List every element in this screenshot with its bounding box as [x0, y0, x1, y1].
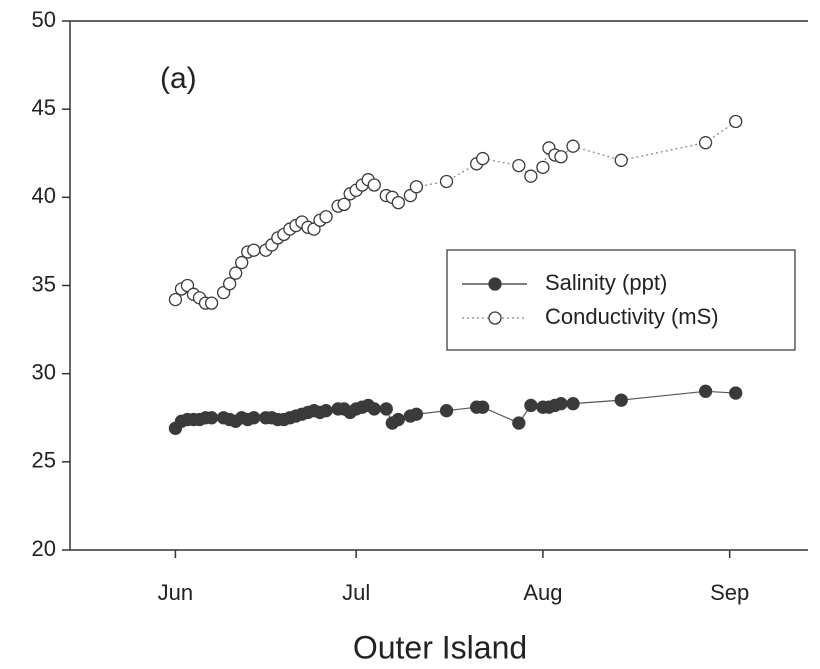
data-point [367, 178, 381, 192]
x-axis-label: Outer Island [353, 629, 527, 665]
data-point [554, 150, 568, 164]
y-tick-label: 30 [32, 359, 56, 384]
data-point [614, 393, 628, 407]
data-point [439, 404, 454, 418]
data-point [337, 197, 351, 212]
data-point [476, 400, 490, 414]
data-point [222, 277, 237, 291]
panel-label: (a) [160, 62, 197, 95]
legend-box [446, 249, 796, 351]
data-point [536, 160, 550, 175]
data-point [235, 255, 249, 270]
data-point [319, 210, 333, 224]
data-point [554, 396, 568, 411]
data-point [439, 174, 454, 189]
y-tick-label: 35 [32, 271, 56, 296]
x-tick-label: Sep [710, 580, 749, 605]
data-point [247, 411, 261, 425]
data-point [698, 136, 713, 150]
data-point [476, 151, 490, 166]
data-point [391, 195, 405, 210]
y-tick-label: 45 [32, 95, 56, 120]
data-point [512, 416, 526, 430]
data-point [391, 412, 405, 427]
data-point [409, 407, 424, 421]
data-point [566, 396, 580, 411]
series-line [174, 390, 736, 429]
data-point [204, 411, 219, 425]
data-point [367, 402, 381, 416]
x-tick-label: Jun [158, 580, 193, 605]
y-tick-label: 25 [32, 448, 56, 473]
legend-label: Salinity (ppt) [545, 270, 667, 295]
legend-marker [488, 311, 502, 325]
data-point [729, 114, 743, 129]
data-point [204, 296, 219, 310]
data-point [614, 153, 628, 167]
data-point [168, 292, 183, 307]
data-point [229, 266, 243, 280]
x-tick-label: Jul [342, 580, 370, 605]
data-point [566, 139, 580, 153]
y-tick-label: 20 [32, 536, 56, 561]
data-point [512, 158, 526, 173]
legend-label: Conductivity (mS) [545, 304, 719, 329]
data-point [698, 384, 713, 398]
data-point [319, 404, 333, 418]
legend-marker [488, 277, 502, 291]
data-point [524, 169, 538, 183]
data-point [729, 386, 743, 400]
data-point [524, 398, 538, 413]
y-tick-label: 50 [32, 7, 56, 32]
data-point [247, 243, 261, 257]
x-tick-label: Aug [523, 580, 562, 605]
data-point [379, 402, 393, 416]
data-point [409, 180, 424, 194]
y-tick-label: 40 [32, 183, 56, 208]
